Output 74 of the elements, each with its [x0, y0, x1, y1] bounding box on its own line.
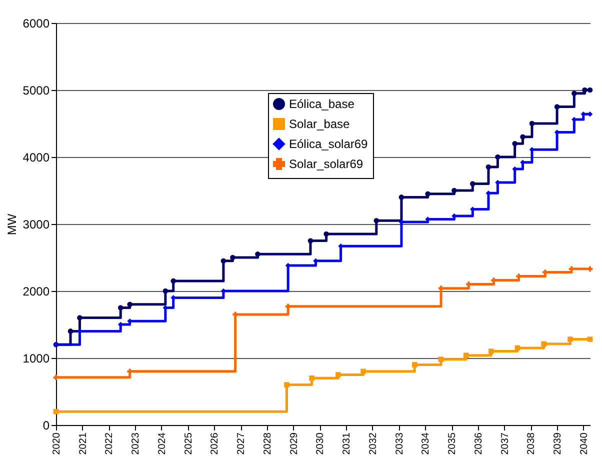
point	[309, 375, 314, 381]
point	[495, 154, 500, 160]
point	[220, 258, 226, 264]
x-tick-label: 2029	[288, 432, 300, 455]
point	[541, 341, 546, 347]
legend-label: Eólica_base	[289, 97, 355, 111]
point	[512, 140, 518, 146]
x-tick-label: 2032	[368, 432, 379, 455]
x-tick-label: 2035	[447, 432, 458, 455]
x-tick-label: 2030	[315, 432, 326, 455]
point	[438, 286, 444, 291]
point	[412, 362, 418, 368]
x-tick-label: 2022	[104, 432, 116, 455]
legend-label: Eólica_solar69	[289, 137, 368, 151]
point	[162, 288, 168, 294]
point	[308, 238, 314, 244]
x-tick-label: 2037	[500, 432, 511, 455]
legend-label: Solar_solar69	[289, 157, 364, 171]
x-tick-label: 2033	[394, 432, 406, 455]
point	[232, 312, 238, 318]
x-tick-label: 2024	[156, 432, 168, 455]
y-tick-label: 2000	[22, 284, 50, 298]
point	[554, 104, 560, 110]
point	[529, 120, 535, 126]
x-tick-label: 2028	[262, 432, 274, 455]
point	[438, 356, 444, 362]
point	[230, 254, 236, 260]
point	[488, 348, 494, 354]
point	[324, 231, 329, 237]
legend-label: Solar_base	[289, 117, 350, 131]
y-tick-label: 5000	[22, 84, 50, 98]
y-tick-label: 0	[42, 418, 50, 432]
point	[572, 90, 577, 96]
x-tick-label: 2026	[210, 432, 221, 455]
y-tick-label: 1000	[22, 352, 50, 366]
point	[582, 87, 588, 93]
point	[77, 315, 82, 320]
y-tick-label: 3000	[22, 218, 50, 232]
point	[520, 134, 526, 140]
x-tick-label: 2036	[473, 432, 484, 455]
point	[127, 302, 132, 308]
point	[452, 188, 457, 194]
x-tick-label: 2020	[52, 432, 62, 455]
x-tick-label: 2031	[342, 432, 353, 455]
y-tick-label: 4000	[22, 150, 50, 164]
point	[568, 266, 574, 272]
point	[255, 252, 260, 257]
point	[587, 336, 593, 342]
point	[587, 266, 593, 272]
point	[336, 372, 341, 378]
point	[127, 368, 132, 374]
point	[284, 382, 290, 388]
point	[374, 218, 380, 224]
point	[118, 305, 124, 310]
point	[425, 191, 430, 196]
x-tick-label: 2040	[578, 432, 590, 455]
point	[398, 194, 404, 200]
x-tick-label: 2023	[130, 432, 142, 455]
point	[568, 336, 573, 342]
x-tick-label: 2039	[552, 432, 564, 455]
point	[486, 164, 492, 170]
x-tick-label: 2034	[420, 432, 432, 455]
y-tick-label: 6000	[22, 16, 50, 30]
point	[170, 278, 176, 284]
point	[360, 368, 366, 374]
y-axis-title: MW	[4, 213, 19, 236]
point	[463, 352, 469, 358]
point	[587, 87, 593, 93]
x-tick-label: 2025	[183, 432, 194, 455]
x-tick-label: 2038	[526, 432, 538, 455]
x-tick-label: 2021	[78, 432, 89, 455]
point	[470, 181, 476, 186]
x-tick-label: 2027	[236, 432, 248, 455]
point	[68, 328, 74, 334]
